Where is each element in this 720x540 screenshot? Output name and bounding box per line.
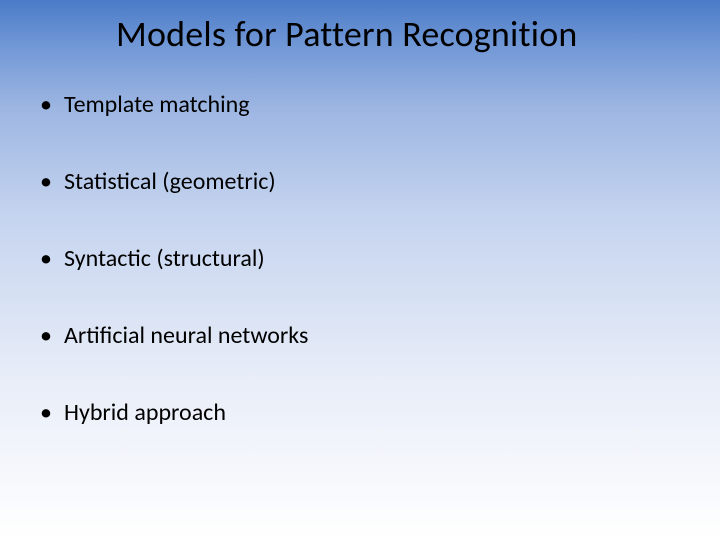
list-item: Syntactic (structural) — [40, 244, 308, 273]
bullet-list: Template matching Statistical (geometric… — [40, 90, 308, 475]
list-item: Artificial neural networks — [40, 321, 308, 350]
list-item: Template matching — [40, 90, 308, 119]
slide: Models for Pattern Recognition Template … — [0, 0, 720, 540]
list-item: Statistical (geometric) — [40, 167, 308, 196]
slide-title: Models for Pattern Recognition — [116, 12, 578, 56]
list-item: Hybrid approach — [40, 398, 308, 427]
